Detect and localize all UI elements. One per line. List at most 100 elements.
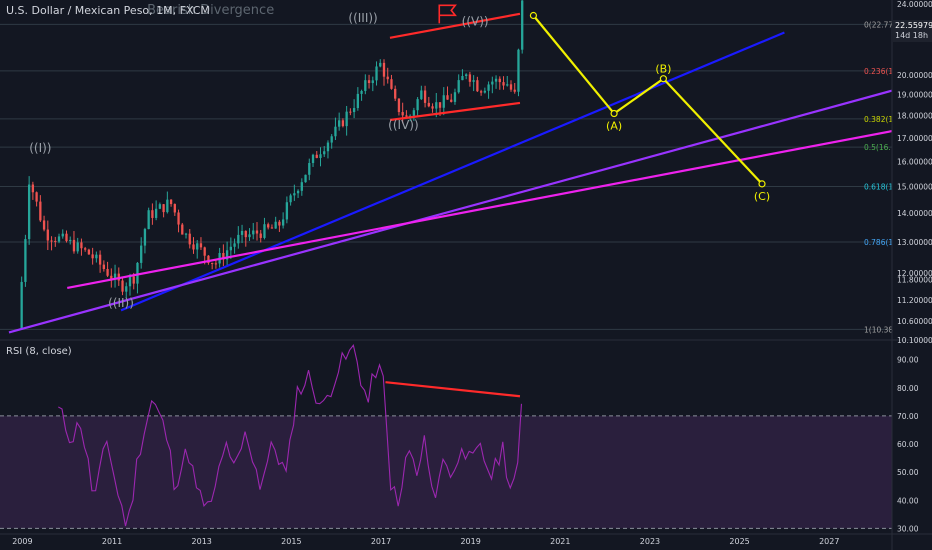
candle-body bbox=[349, 111, 352, 113]
price-tick-label: 20.00000 bbox=[897, 71, 932, 80]
candle-body bbox=[211, 262, 214, 264]
candle-body bbox=[450, 99, 453, 102]
candle-body bbox=[506, 84, 509, 86]
candle-body bbox=[397, 98, 401, 113]
candle-body bbox=[39, 201, 42, 221]
price-tick-label: 10.60000 bbox=[897, 317, 932, 326]
time-tick-label: 2009 bbox=[12, 537, 32, 546]
candle-body bbox=[46, 229, 49, 241]
candle-body bbox=[338, 120, 341, 127]
fib-label: 0.786(1 bbox=[864, 238, 893, 247]
candle-body bbox=[483, 90, 487, 93]
rsi-line bbox=[58, 344, 523, 527]
candle-body bbox=[259, 233, 262, 238]
candle-body bbox=[420, 90, 423, 100]
candle-body bbox=[84, 248, 87, 250]
wave-point bbox=[610, 109, 618, 118]
candle-body bbox=[255, 230, 259, 234]
candle-body bbox=[427, 102, 430, 107]
candle-body bbox=[207, 255, 210, 263]
candle-body bbox=[24, 239, 27, 282]
candle-body bbox=[513, 89, 516, 92]
candle-body bbox=[181, 224, 184, 235]
rsi-tick-label: 90.00 bbox=[897, 356, 919, 365]
fib-label: 1(10.38 bbox=[864, 325, 893, 334]
candle-body bbox=[502, 82, 505, 86]
candle-body bbox=[98, 254, 102, 265]
wave-annotation: Bearish Divergence bbox=[147, 3, 274, 18]
wave-point bbox=[659, 75, 667, 83]
wave-label: (C) bbox=[754, 190, 770, 203]
candle-body bbox=[308, 163, 311, 175]
price-tick-label: 11.20000 bbox=[897, 296, 932, 305]
candle-body bbox=[453, 92, 457, 102]
candle-body bbox=[281, 219, 285, 226]
candle-body bbox=[20, 281, 23, 329]
price-tick-label: 10.10000 bbox=[897, 336, 932, 345]
candle-body bbox=[442, 95, 445, 108]
candle-body bbox=[69, 239, 72, 242]
candle-body bbox=[289, 195, 292, 203]
price-tick-label: 17.00000 bbox=[897, 134, 932, 143]
rsi-tick-label: 40.00 bbox=[897, 496, 919, 505]
time-tick-label: 2027 bbox=[819, 537, 839, 546]
candle-body bbox=[509, 84, 513, 90]
time-tick-label: 2021 bbox=[550, 537, 570, 546]
price-tick-label: 24.00000 bbox=[897, 0, 932, 9]
candle-body bbox=[128, 276, 132, 287]
candle-body bbox=[341, 120, 345, 127]
candle-body bbox=[386, 76, 389, 80]
fib-label: 0.5(16. bbox=[864, 143, 891, 152]
candle-body bbox=[132, 276, 135, 284]
candle-body bbox=[356, 93, 360, 109]
candle-body bbox=[382, 62, 386, 77]
candle-body bbox=[435, 102, 438, 109]
candle-body bbox=[431, 106, 434, 109]
candle-body bbox=[521, 0, 524, 50]
candle-body bbox=[487, 84, 490, 91]
candle-body bbox=[35, 192, 38, 202]
candle-body bbox=[147, 210, 150, 230]
candle-body bbox=[468, 74, 472, 82]
candle-body bbox=[192, 244, 195, 250]
candle-body bbox=[240, 230, 244, 235]
candle-body bbox=[162, 204, 165, 213]
candle-body bbox=[244, 230, 247, 238]
candle-body bbox=[61, 233, 64, 237]
candle-body bbox=[91, 254, 94, 259]
rsi-tick-label: 50.00 bbox=[897, 468, 919, 477]
last-price: 22.55979 bbox=[895, 21, 932, 30]
candle-body bbox=[472, 80, 475, 82]
candle-body bbox=[87, 249, 91, 255]
candle-body bbox=[214, 263, 218, 265]
candle-body bbox=[72, 239, 76, 252]
time-tick-label: 2015 bbox=[281, 537, 301, 546]
candle-body bbox=[311, 154, 315, 164]
price-tick-label: 15.00000 bbox=[897, 182, 932, 191]
candle-body bbox=[27, 184, 31, 240]
rsi-tick-label: 70.00 bbox=[897, 412, 919, 421]
candle-body bbox=[106, 269, 109, 276]
candle-body bbox=[267, 224, 270, 228]
candle-body bbox=[95, 254, 98, 259]
candle-body bbox=[293, 193, 296, 196]
price-tick-label: 11.80000 bbox=[897, 276, 932, 285]
bar-countdown: 14d 18h bbox=[895, 31, 929, 40]
candle-body bbox=[54, 240, 57, 242]
price-tick-label: 13.00000 bbox=[897, 238, 932, 247]
candle-body bbox=[330, 136, 333, 143]
candle-body bbox=[199, 243, 203, 248]
candle-body bbox=[31, 184, 35, 193]
wave-annotation: ((I)) bbox=[29, 141, 51, 155]
candle-body bbox=[491, 81, 494, 85]
candle-body bbox=[394, 88, 397, 99]
candle-body bbox=[136, 262, 139, 284]
wave-annotation: ((III)) bbox=[348, 11, 377, 25]
channel-lower bbox=[389, 101, 521, 122]
time-tick-label: 2017 bbox=[371, 537, 391, 546]
candle-body bbox=[154, 208, 158, 218]
candle-body bbox=[143, 229, 147, 246]
candle-body bbox=[401, 112, 404, 116]
